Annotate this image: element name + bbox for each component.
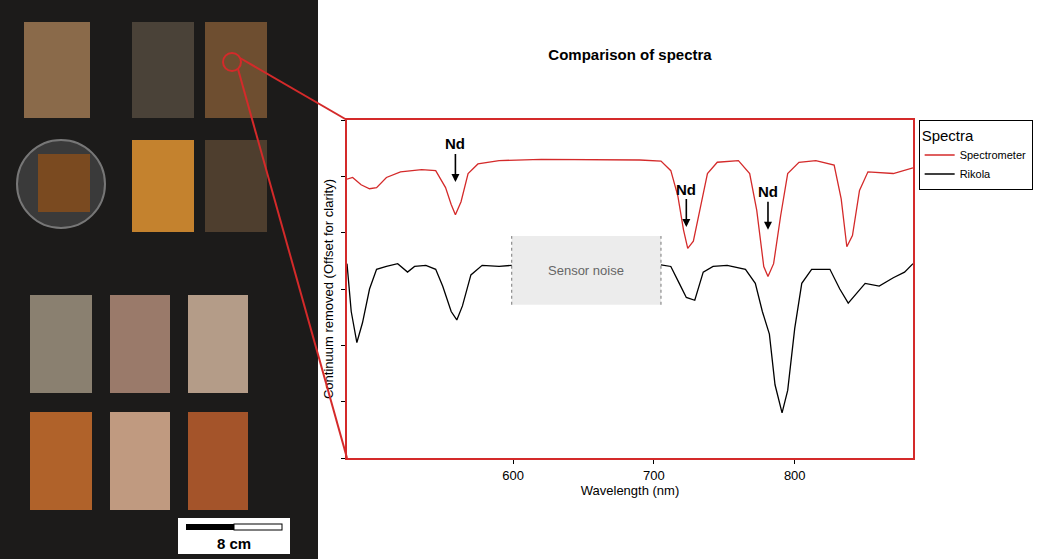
svg-text:700: 700 — [643, 468, 665, 483]
svg-text:Nd: Nd — [758, 183, 778, 200]
svg-text:Nd: Nd — [676, 181, 696, 198]
svg-text:600: 600 — [502, 468, 524, 483]
svg-text:Rikola: Rikola — [960, 168, 991, 180]
svg-text:Nd: Nd — [445, 135, 465, 152]
svg-text:8 cm: 8 cm — [217, 535, 251, 552]
svg-text:Spectra: Spectra — [922, 127, 974, 144]
svg-text:800: 800 — [784, 468, 806, 483]
svg-text:Sensor noise: Sensor noise — [548, 263, 624, 278]
svg-text:Comparison of spectra: Comparison of spectra — [548, 46, 712, 63]
svg-text:Continuum removed (Offset for: Continuum removed (Offset for clarity) — [321, 179, 336, 399]
svg-text:Wavelength (nm): Wavelength (nm) — [581, 483, 680, 498]
svg-text:Spectrometer: Spectrometer — [960, 149, 1026, 161]
